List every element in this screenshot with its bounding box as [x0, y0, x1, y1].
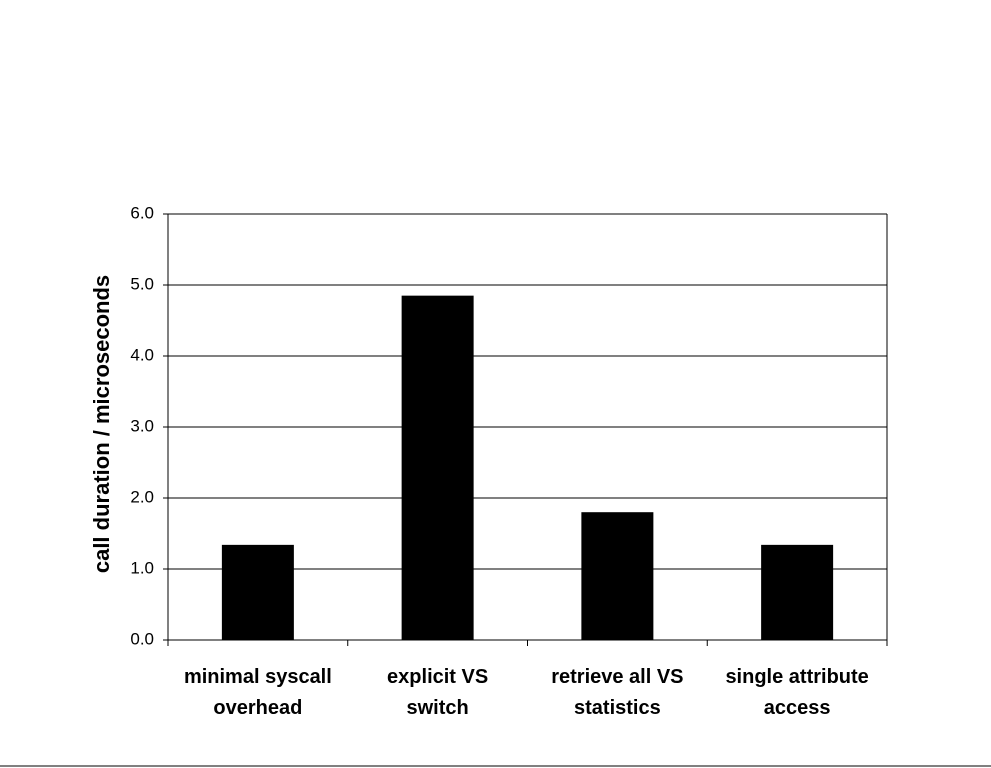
y-tick-label: 6.0 — [130, 203, 154, 222]
y-tick-label: 1.0 — [130, 558, 154, 577]
x-tick-label: explicit VS switch — [387, 666, 489, 719]
x-tick-label: single attribute access — [725, 666, 869, 719]
y-tick-label: 4.0 — [130, 345, 154, 364]
y-tick-label: 0.0 — [130, 629, 154, 648]
bar — [401, 295, 474, 640]
y-tick-label: 2.0 — [130, 487, 154, 506]
y-axis-label: call duration / microseconds — [89, 275, 114, 573]
bar — [761, 544, 834, 640]
x-tick-label: retrieve all VS statistics — [551, 666, 684, 719]
bar — [581, 512, 654, 640]
y-tick-label: 5.0 — [130, 274, 154, 293]
bar — [221, 544, 294, 640]
x-tick-label: minimal syscall overhead — [183, 666, 332, 719]
y-tick-label: 3.0 — [130, 416, 154, 435]
